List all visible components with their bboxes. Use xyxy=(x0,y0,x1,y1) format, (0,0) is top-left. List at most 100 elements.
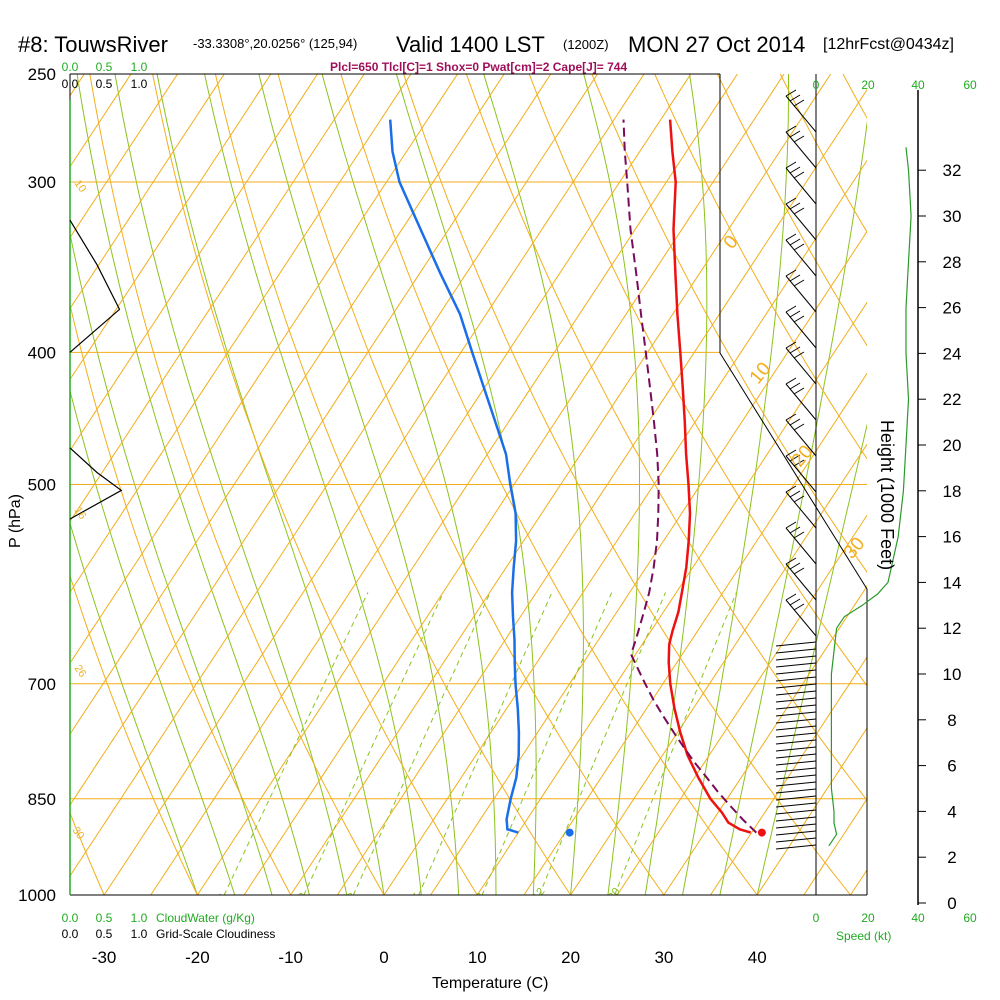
speed-tick-top: 40 xyxy=(911,78,925,92)
dry-adiabat-line xyxy=(70,811,105,895)
wind-barb-feather xyxy=(793,279,805,287)
x-axis-title: Temperature (C) xyxy=(432,975,548,992)
dry-adiabat-label: 30 xyxy=(840,534,870,564)
moist-adiabat-label: 10 xyxy=(72,178,89,195)
wind-barb-feather xyxy=(785,197,797,205)
wind-barb xyxy=(775,837,817,843)
sounding-indices: Plcl=650 Tlcl[C]=1 Shox=0 Pwat[cm]=2 Cap… xyxy=(330,60,627,74)
wind-barb xyxy=(785,239,817,277)
pressure-tick-label: 500 xyxy=(28,476,56,495)
wind-barb xyxy=(775,781,817,787)
dry-adiabat-line xyxy=(277,74,665,895)
dry-adiabat-line xyxy=(969,74,1000,895)
wind-barb xyxy=(775,816,817,822)
dry-adiabat-label: 0 xyxy=(720,232,743,254)
moist-adiabat-line xyxy=(258,74,460,895)
cloudwater-tick-top: 0.0 xyxy=(62,60,79,74)
wind-barb-feather xyxy=(793,315,805,323)
temp-tick-label: 20 xyxy=(561,948,580,967)
isotherm-line xyxy=(663,585,867,895)
dry-adiabat-line xyxy=(717,74,867,347)
isotherm-line xyxy=(70,74,552,806)
isotherm-line xyxy=(70,74,365,523)
height-tick-label: 4 xyxy=(947,802,956,821)
wind-barb xyxy=(775,711,817,717)
wind-barb-feather xyxy=(789,598,801,606)
y-axis-title: P (hPa) xyxy=(7,494,24,548)
temp-tick-label: 30 xyxy=(654,948,673,967)
pressure-tick-label: 300 xyxy=(28,173,56,192)
temp-tick-label: 40 xyxy=(748,948,767,967)
cloudiness-tick-bottom: 0.5 xyxy=(96,927,113,941)
cloudwater-line xyxy=(69,447,123,520)
isotherm-line xyxy=(336,88,867,895)
wind-barb-feather xyxy=(785,269,797,277)
height-tick-label: 28 xyxy=(943,253,962,272)
wind-barb-feather xyxy=(789,562,801,570)
pressure-tick-label: 250 xyxy=(28,65,56,84)
cloudiness-tick-top: 1.0 xyxy=(131,77,148,91)
cloudiness-title: Grid-Scale Cloudiness xyxy=(156,927,275,941)
wind-barb-feather xyxy=(793,531,805,539)
dewpoint-line xyxy=(388,119,521,834)
wind-barbs xyxy=(775,89,817,850)
wind-barb-feather xyxy=(789,382,801,390)
cloudwater-tick-bottom: 0.5 xyxy=(96,911,113,925)
dewpoint-surface-point xyxy=(565,828,574,837)
wind-barb xyxy=(775,739,817,745)
mixing-ratio-label: 3 xyxy=(345,891,358,903)
temp-tick-label: -30 xyxy=(92,948,117,967)
wind-barb xyxy=(785,131,817,169)
wind-barb xyxy=(775,774,817,780)
isotherm-line xyxy=(70,74,458,665)
dry-adiabat-line xyxy=(654,74,867,460)
height-tick-label: 26 xyxy=(943,299,962,318)
wind-barb-feather xyxy=(785,413,797,421)
wind-barb-feather xyxy=(785,521,797,529)
mixing-ratio-line xyxy=(614,592,737,895)
moist-adiabat-line xyxy=(321,74,497,895)
mixing-ratio-line xyxy=(352,592,491,895)
wind-barb xyxy=(785,311,817,349)
dry-adiabat-line xyxy=(70,574,198,895)
wind-barb-feather xyxy=(793,171,805,179)
isotherm-line xyxy=(150,74,692,895)
height-tick-label: 2 xyxy=(947,848,956,867)
isotherm-line xyxy=(430,230,867,895)
wind-barb xyxy=(785,491,817,529)
speed-tick-bottom: 60 xyxy=(963,911,977,925)
wind-barb xyxy=(775,641,817,647)
pressure-tick-label: 400 xyxy=(28,343,56,362)
dry-adiabat-line xyxy=(0,74,11,895)
mixing-ratio-line xyxy=(223,592,369,895)
dry-adiabat-line xyxy=(340,74,758,895)
wind-barb xyxy=(775,676,817,682)
wind-barb xyxy=(785,455,817,493)
sounding-series xyxy=(388,119,766,837)
pressure-tick-label: 700 xyxy=(28,675,56,694)
dry-adiabat-line xyxy=(152,74,478,895)
mixing-ratio-lines: 1 2 3 5 8 12 20 xyxy=(216,592,737,903)
height-tick-label: 8 xyxy=(947,711,956,730)
wind-barb xyxy=(775,746,817,752)
isotherms xyxy=(70,74,867,895)
height-tick-label: 12 xyxy=(943,619,962,638)
pressure-tick-label: 1000 xyxy=(18,886,56,905)
moist-adiabat-line xyxy=(70,231,273,895)
moist-adiabat-line xyxy=(70,388,236,895)
isotherm-line xyxy=(196,74,738,895)
wind-barb xyxy=(785,203,817,241)
isobars xyxy=(70,181,867,800)
height-tick-label: 24 xyxy=(943,344,962,363)
moist-adiabat-line xyxy=(756,422,867,895)
height-tick-label: 6 xyxy=(947,757,956,776)
dry-adiabat-line xyxy=(70,302,292,895)
valid-time: Valid 1400 LST xyxy=(396,32,545,57)
wind-barb xyxy=(775,697,817,703)
speed-tick-bottom: 20 xyxy=(861,911,875,925)
wind-barb-feather xyxy=(789,166,801,174)
temperature-surface-point xyxy=(757,828,766,837)
isotherm-line xyxy=(710,656,867,895)
cloudwater-title: CloudWater (g/Kg) xyxy=(156,911,255,925)
speed-tick-top: 60 xyxy=(963,78,977,92)
